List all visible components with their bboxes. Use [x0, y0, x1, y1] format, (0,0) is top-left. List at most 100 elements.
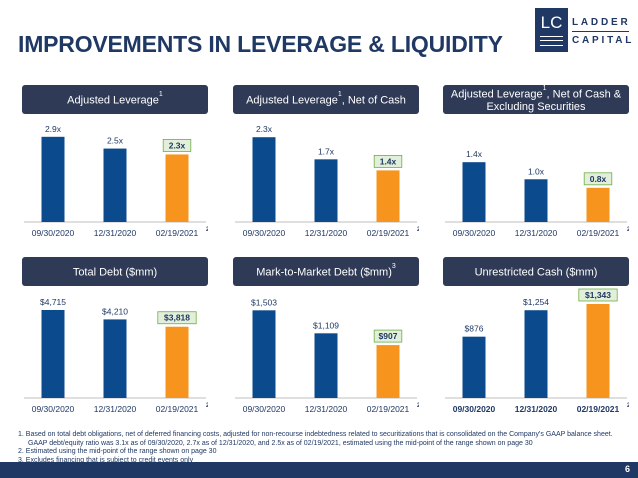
page-title: IMPROVEMENTS IN LEVERAGE & LIQUIDITY: [18, 31, 503, 57]
tick-label: 12/31/2020: [515, 404, 558, 414]
bar: [376, 170, 400, 222]
data-label: 0.8x: [590, 174, 607, 184]
panel-adjusted-leverage-net-cash-ex-securities: Adjusted Leverage1, Net of Cash & Exclud…: [443, 85, 629, 243]
tick-label: 09/30/2020: [32, 228, 75, 238]
bar: [462, 162, 486, 222]
footnote: 2. Estimated using the mid-point of the …: [18, 448, 217, 456]
data-label: $1,503: [251, 297, 277, 307]
tick-label: 09/30/2020: [453, 228, 496, 238]
tick-label: 02/19/2021: [367, 228, 410, 238]
panel-header: Mark-to-Market Debt ($mm)3: [233, 257, 419, 286]
panel-title-sup: 3: [391, 263, 396, 271]
footnotes: 1. Based on total debt obligations, net …: [18, 431, 628, 465]
page-number: 6: [624, 464, 630, 474]
bar: [524, 179, 548, 222]
data-label: $3,818: [164, 313, 190, 323]
panel-header: Adjusted Leverage1, Net of Cash: [233, 85, 419, 114]
bar: [165, 326, 189, 398]
bar: [462, 336, 486, 398]
tick-label-sup: 2: [417, 227, 419, 233]
panel-mtm-debt: Mark-to-Market Debt ($mm)3 $1,503 09/30/2…: [233, 257, 419, 415]
tick-label: 12/31/2020: [515, 228, 558, 238]
tick-label-sup: 2: [417, 403, 419, 409]
chart-unrestricted-cash: $876 09/30/2020 $1,254 12/31/2020 $1,343 02/1…: [445, 288, 629, 414]
data-label: $4,715: [40, 297, 66, 307]
panel-title: Adjusted Leverage: [67, 94, 159, 107]
bar: [376, 345, 400, 398]
tick-label-sup: 2: [206, 403, 208, 409]
data-label: $876: [465, 324, 484, 334]
data-label: $1,254: [523, 297, 549, 307]
panel-title-sup: 1: [337, 91, 342, 99]
tick-label: 09/30/2020: [32, 404, 75, 414]
data-label: 2.3x: [256, 124, 273, 134]
data-label: $1,109: [313, 320, 339, 330]
panel-title-sup: 1: [158, 91, 163, 99]
tick-label: 02/19/2021: [577, 404, 620, 414]
tick-label: 12/31/2020: [94, 404, 137, 414]
bar: [41, 309, 65, 398]
bar: [103, 319, 127, 398]
chart-adjusted-leverage-net-cash: 2.3x 09/30/2020 1.7x 12/31/2020 1.4x 02/19/20…: [235, 124, 419, 238]
tick-label: 09/30/2020: [243, 404, 286, 414]
panel-title: Unrestricted Cash ($mm): [474, 266, 598, 279]
bar: [252, 137, 276, 222]
panel-header: Unrestricted Cash ($mm): [443, 257, 629, 286]
chart-adjusted-leverage-net-cash-ex-securities: 1.4x 09/30/2020 1.0x 12/31/2020 0.8x 02/19/20…: [445, 149, 629, 238]
footer-bar: 6: [0, 462, 638, 478]
panel-unrestricted-cash: Unrestricted Cash ($mm) $876 09/30/2020 $1…: [443, 257, 629, 415]
logo-mark: LC: [535, 8, 568, 52]
panel-title-suffix: , Net of Cash & Excluding Securities: [486, 88, 622, 114]
panel-title: Total Debt ($mm): [72, 266, 158, 279]
panel-header: Adjusted Leverage1: [22, 85, 208, 114]
tick-label: 12/31/2020: [305, 228, 348, 238]
data-label: 1.4x: [380, 156, 397, 166]
footnote: 1. Based on total debt obligations, net …: [18, 431, 613, 438]
bar: [314, 159, 338, 222]
tick-label-sup: 2: [627, 227, 629, 233]
panel-title-suffix: , Net of Cash: [341, 94, 406, 107]
data-label: 1.7x: [318, 146, 335, 156]
panel-total-debt: Total Debt ($mm) $4,715 09/30/2020 $4,210 1…: [22, 257, 208, 415]
panel-title: Adjusted Leverage: [246, 94, 338, 107]
logo-line2: CAPITAL: [572, 35, 635, 46]
data-label-box: [373, 329, 403, 343]
data-label: 2.5x: [107, 136, 124, 146]
bar: [41, 136, 65, 222]
tick-label: 12/31/2020: [94, 228, 137, 238]
bar: [524, 310, 548, 398]
data-label: $907: [379, 331, 398, 341]
data-label-box: [373, 154, 403, 168]
panel-adjusted-leverage: Adjusted Leverage1 2.9x 09/30/2020 2.5x 12/…: [22, 85, 208, 243]
tick-label: 09/30/2020: [453, 404, 496, 414]
chart-total-debt: $4,715 09/30/2020 $4,210 12/31/2020 $3,818 02…: [24, 297, 208, 414]
chart-mtm-debt: $1,503 09/30/2020 $1,109 12/31/2020 $907 02/1…: [235, 297, 419, 414]
bar: [586, 187, 610, 222]
data-label: 2.3x: [169, 140, 186, 150]
bar: [586, 303, 610, 398]
bar: [103, 148, 127, 222]
tick-label: 02/19/2021: [156, 404, 199, 414]
bar: [252, 310, 276, 398]
bar: [314, 333, 338, 398]
tick-label-sup: 2: [627, 403, 629, 409]
tick-label-sup: 2: [206, 227, 208, 233]
footnote: GAAP debt/equity ratio was 3.1x as of 09…: [28, 439, 533, 447]
footnote: 3. Excludes financing that is subject to…: [18, 456, 194, 464]
bar: [165, 154, 189, 222]
data-label: $1,343: [585, 290, 611, 300]
panel-adjusted-leverage-net-cash: Adjusted Leverage1, Net of Cash 2.3x 09/3…: [233, 85, 419, 243]
panel-title-sup: 1: [542, 84, 547, 92]
data-label-box: [583, 172, 613, 186]
tick-label: 09/30/2020: [243, 228, 286, 238]
chart-adjusted-leverage: 2.9x 09/30/2020 2.5x 12/31/2020 2.3x 02/19/20…: [24, 124, 208, 238]
tick-label: 02/19/2021: [156, 228, 199, 238]
data-label: 1.0x: [528, 166, 545, 176]
data-label: $4,210: [102, 306, 128, 316]
data-label-box: [578, 288, 618, 302]
logo-line1: LADDER: [572, 17, 631, 28]
panel-title: Adjusted Leverage: [450, 88, 543, 101]
logo-mark-text: LC: [540, 13, 563, 32]
tick-label: 02/19/2021: [577, 228, 620, 238]
ladder-capital-logo: LC LADDER CAPITAL: [535, 8, 631, 52]
